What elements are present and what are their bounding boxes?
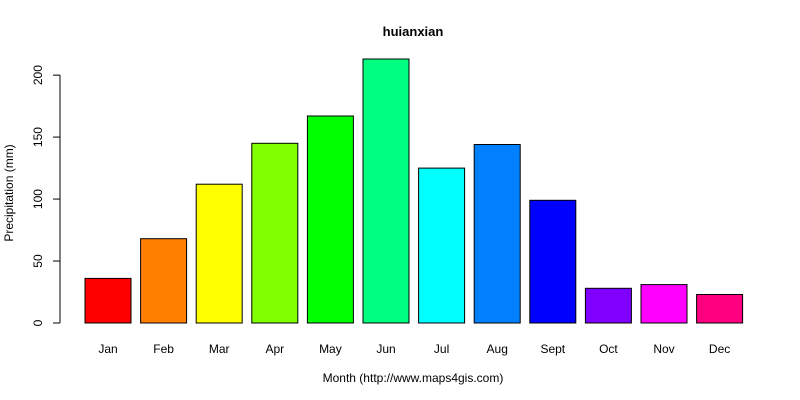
x-tick-label-feb: Feb — [153, 342, 174, 356]
x-tick-label-dec: Dec — [709, 342, 730, 356]
bar-jul — [418, 167, 466, 324]
bar-sept — [529, 199, 577, 324]
bar-oct — [584, 287, 632, 324]
bar-apr — [251, 142, 299, 324]
x-tick-label-jul: Jul — [434, 342, 449, 356]
x-tick-label-nov: Nov — [653, 342, 674, 356]
x-tick-label-aug: Aug — [487, 342, 508, 356]
bar-mar — [195, 183, 243, 324]
y-tick-label-200: 200 — [31, 65, 45, 85]
y-tick-label-150: 150 — [31, 127, 45, 147]
y-tick-label-0: 0 — [31, 319, 45, 326]
y-tick-label-50: 50 — [31, 254, 45, 268]
bar-feb — [140, 238, 188, 324]
x-tick-label-jun: Jun — [376, 342, 395, 356]
y-tick-label-100: 100 — [31, 189, 45, 209]
y-axis-label: Precipitation (mm) — [2, 144, 16, 241]
x-tick-label-apr: Apr — [265, 342, 284, 356]
x-tick-labels: Jan Feb Mar Apr May Jun Jul Aug Sept Oct Nov Dec — [98, 342, 730, 356]
bar-may — [306, 115, 354, 324]
chart-title: huianxian — [383, 24, 444, 39]
x-tick-label-jan: Jan — [98, 342, 117, 356]
x-tick-label-mar: Mar — [209, 342, 230, 356]
x-axis-label: Month (http://www.maps4gis.com) — [323, 371, 504, 385]
bar-nov — [640, 284, 688, 324]
x-tick-label-may: May — [319, 342, 342, 356]
bars-group — [84, 58, 744, 324]
bar-jun — [362, 58, 410, 324]
x-tick-label-sept: Sept — [540, 342, 565, 356]
bar-dec — [696, 294, 744, 324]
bar-jan — [84, 277, 132, 324]
x-tick-label-oct: Oct — [599, 342, 618, 356]
bar-aug — [473, 144, 521, 324]
y-axis: 0 50 100 150 200 — [31, 65, 61, 326]
